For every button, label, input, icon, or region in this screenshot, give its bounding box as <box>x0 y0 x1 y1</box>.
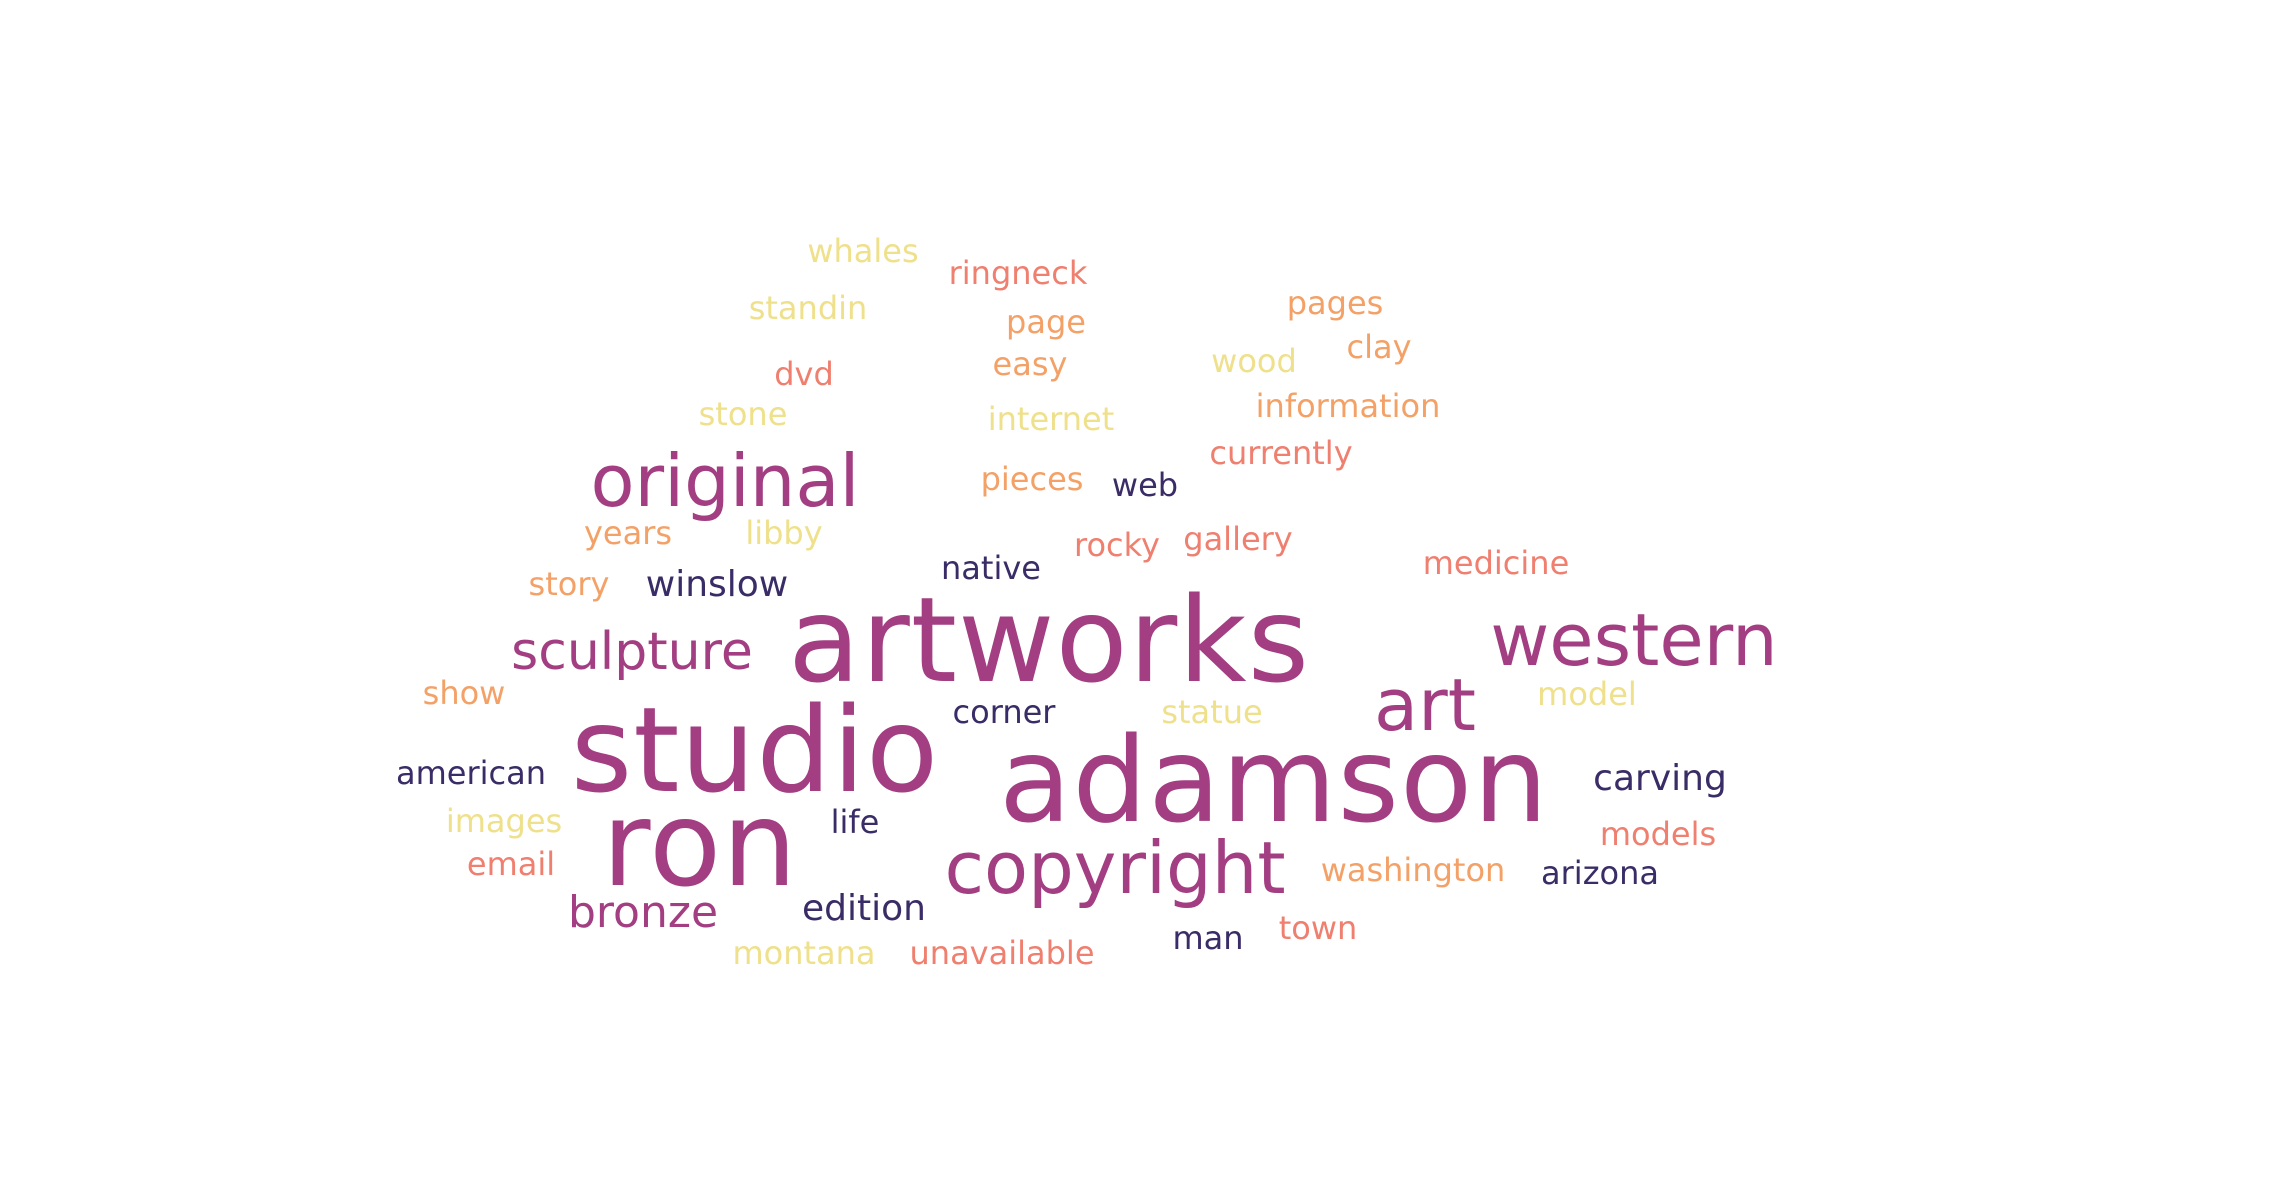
word-art: art <box>1374 663 1476 747</box>
word-models: models <box>1599 815 1717 853</box>
word-ron: ron <box>602 775 798 913</box>
word-wood: wood <box>1211 342 1297 380</box>
word-man: man <box>1172 919 1244 957</box>
word-ringneck: ringneck <box>948 254 1088 292</box>
word-american: american <box>396 754 546 792</box>
word-rocky: rocky <box>1074 526 1160 564</box>
word-native: native <box>941 549 1041 587</box>
word-clay: clay <box>1346 328 1412 366</box>
word-edition: edition <box>802 888 926 929</box>
word-unavailable: unavailable <box>909 934 1095 972</box>
word-email: email <box>466 845 556 883</box>
word-pieces: pieces <box>980 460 1084 498</box>
word-dvd: dvd <box>774 355 834 393</box>
word-standin: standin <box>748 289 868 327</box>
word-artworks: artworks <box>787 571 1311 709</box>
word-page: page <box>1006 303 1086 341</box>
word-adamson: adamson <box>999 711 1549 849</box>
word-internet: internet <box>987 400 1115 438</box>
word-web: web <box>1111 466 1179 504</box>
word-gallery: gallery <box>1183 520 1293 558</box>
word-original: original <box>590 439 860 523</box>
word-bronze: bronze <box>567 887 719 938</box>
word-arizona: arizona <box>1541 854 1659 892</box>
word-easy: easy <box>992 345 1068 383</box>
word-corner: corner <box>952 693 1056 731</box>
word-pages: pages <box>1286 284 1384 322</box>
word-life: life <box>830 803 880 841</box>
word-carving: carving <box>1593 758 1727 799</box>
word-model: model <box>1537 675 1637 713</box>
word-studio: studio <box>570 681 940 819</box>
word-town: town <box>1278 909 1358 947</box>
word-show: show <box>422 674 506 712</box>
word-sculpture: sculpture <box>511 622 753 682</box>
word-montana: montana <box>732 934 876 972</box>
word-stone: stone <box>698 395 788 433</box>
word-winslow: winslow <box>645 564 789 605</box>
word-statue: statue <box>1161 693 1263 731</box>
word-western: western <box>1490 598 1778 682</box>
word-medicine: medicine <box>1422 544 1570 582</box>
word-copyright: copyright <box>944 826 1286 910</box>
word-images: images <box>445 802 563 840</box>
word-washington: washington <box>1320 851 1506 889</box>
word-years: years <box>583 514 673 552</box>
word-libby: libby <box>745 514 823 552</box>
word-information: information <box>1255 387 1441 425</box>
word-currently: currently <box>1209 434 1353 472</box>
word-story: story <box>528 565 610 603</box>
word-whales: whales <box>807 232 919 270</box>
